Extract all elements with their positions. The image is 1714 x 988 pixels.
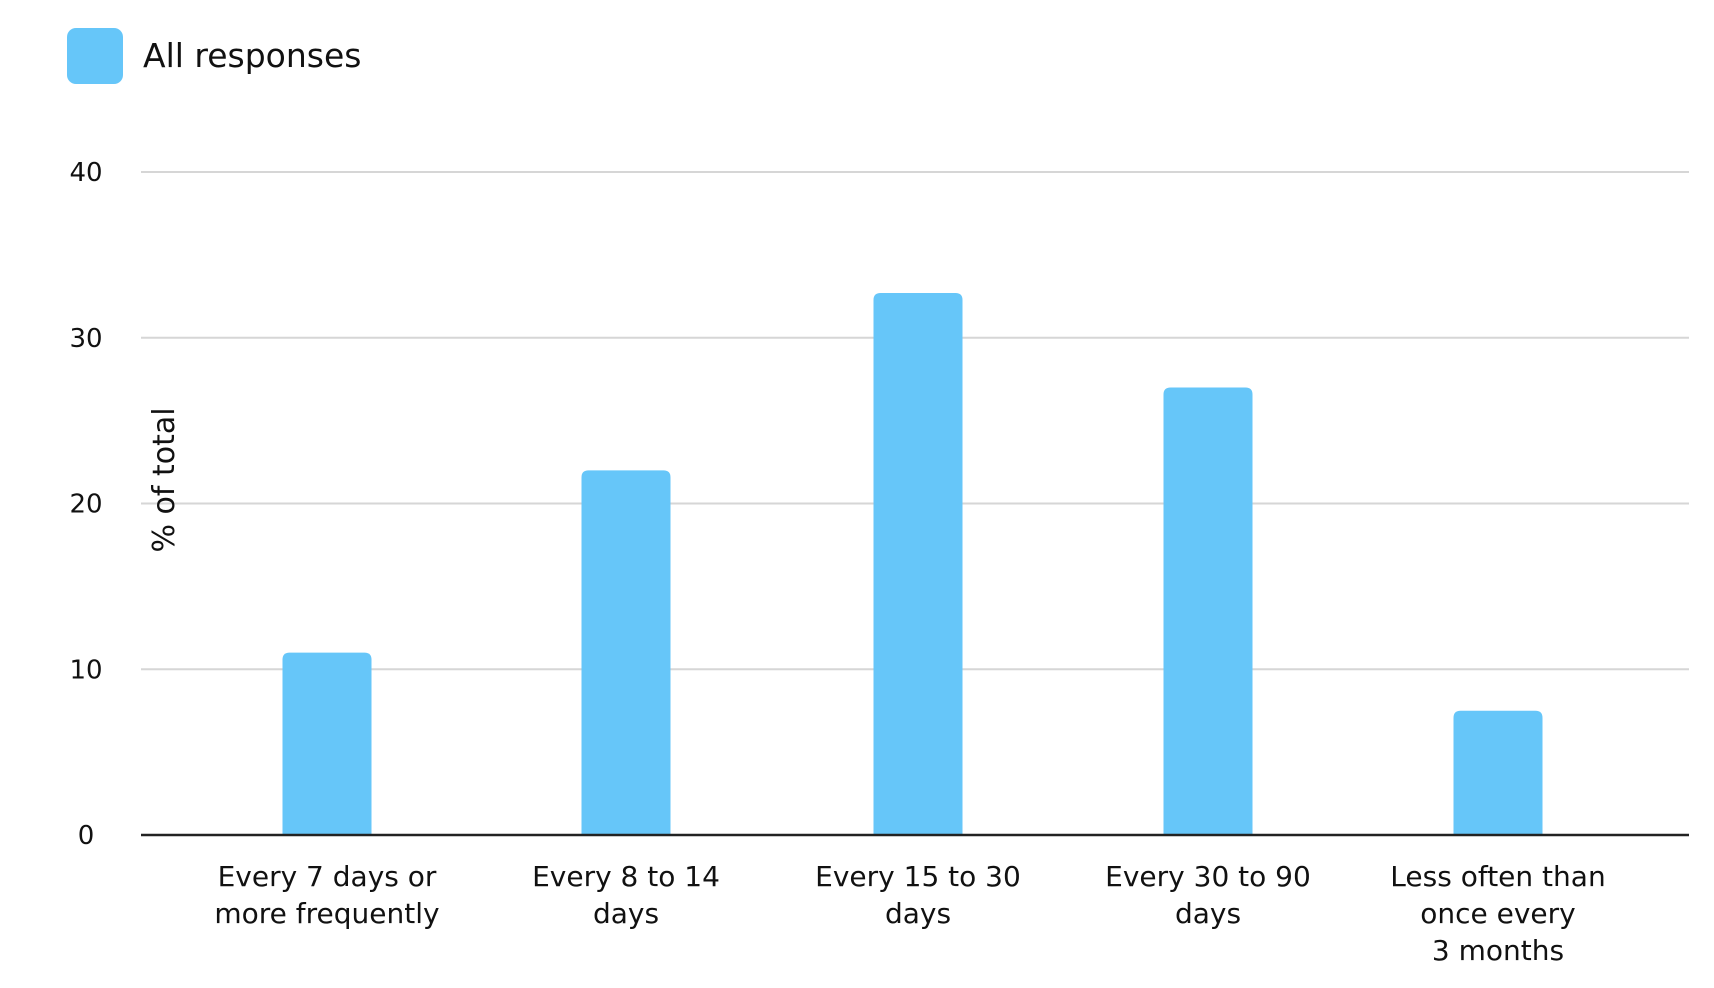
bar	[581, 470, 671, 835]
bar	[1163, 387, 1253, 835]
legend: All responses	[67, 28, 361, 84]
x-category-label: Every 15 to 30 days	[815, 860, 1021, 930]
legend-label: All responses	[143, 36, 361, 75]
y-tick-label: 0	[78, 821, 95, 851]
y-tick-label: 30	[69, 324, 102, 354]
y-tick-labels: 0 10 20 30 40	[69, 158, 102, 851]
bars	[282, 292, 1543, 835]
x-category-label: Less often than once every 3 months	[1390, 860, 1605, 967]
x-category-label: Every 30 to 90 days	[1105, 860, 1311, 930]
bar	[873, 292, 963, 835]
y-tick-label: 40	[69, 158, 102, 188]
y-tick-label: 10	[69, 655, 102, 685]
y-tick-label: 20	[69, 490, 102, 520]
legend-swatch	[67, 28, 123, 84]
bar	[1453, 710, 1543, 835]
x-category-label: Every 8 to 14 days	[532, 860, 720, 930]
bar	[282, 652, 372, 835]
y-axis-title: % of total	[147, 407, 182, 552]
x-category-labels: Every 7 days or more frequently Every 8 to…	[214, 860, 1605, 967]
x-category-label: Every 7 days or more frequently	[214, 860, 439, 930]
